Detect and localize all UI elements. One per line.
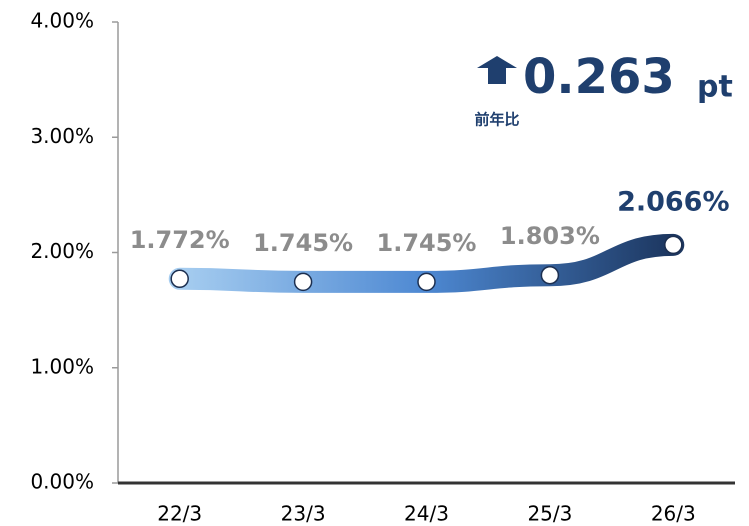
value-label: 1.772% bbox=[130, 226, 230, 254]
value-label: 2.066% bbox=[617, 186, 729, 217]
x-tick-label: 25/3 bbox=[527, 502, 572, 526]
marker bbox=[417, 272, 436, 292]
x-tick-label: 26/3 bbox=[651, 502, 696, 526]
marker bbox=[664, 235, 683, 255]
value-label: 1.803% bbox=[500, 222, 600, 250]
marker bbox=[293, 272, 313, 292]
x-tick-label: 22/3 bbox=[157, 502, 202, 526]
x-tick-label: 23/3 bbox=[281, 502, 326, 526]
annotation-value: 0.263 bbox=[523, 49, 675, 105]
y-tick-label: 3.00% bbox=[30, 124, 94, 148]
y-tick-label: 4.00% bbox=[30, 9, 94, 33]
marker bbox=[540, 265, 560, 285]
y-tick-label: 1.00% bbox=[30, 354, 94, 378]
marker bbox=[170, 269, 189, 289]
x-tick-label: 24/3 bbox=[404, 502, 449, 526]
annotation-label: 前年比 bbox=[474, 111, 519, 129]
value-label: 1.745% bbox=[377, 229, 477, 257]
annotation-unit: pt bbox=[697, 70, 733, 105]
up-arrow bbox=[477, 56, 517, 84]
y-tick-label: 2.00% bbox=[30, 239, 94, 263]
value-label: 1.745% bbox=[253, 229, 353, 257]
y-tick-label: 0.00% bbox=[30, 470, 94, 494]
